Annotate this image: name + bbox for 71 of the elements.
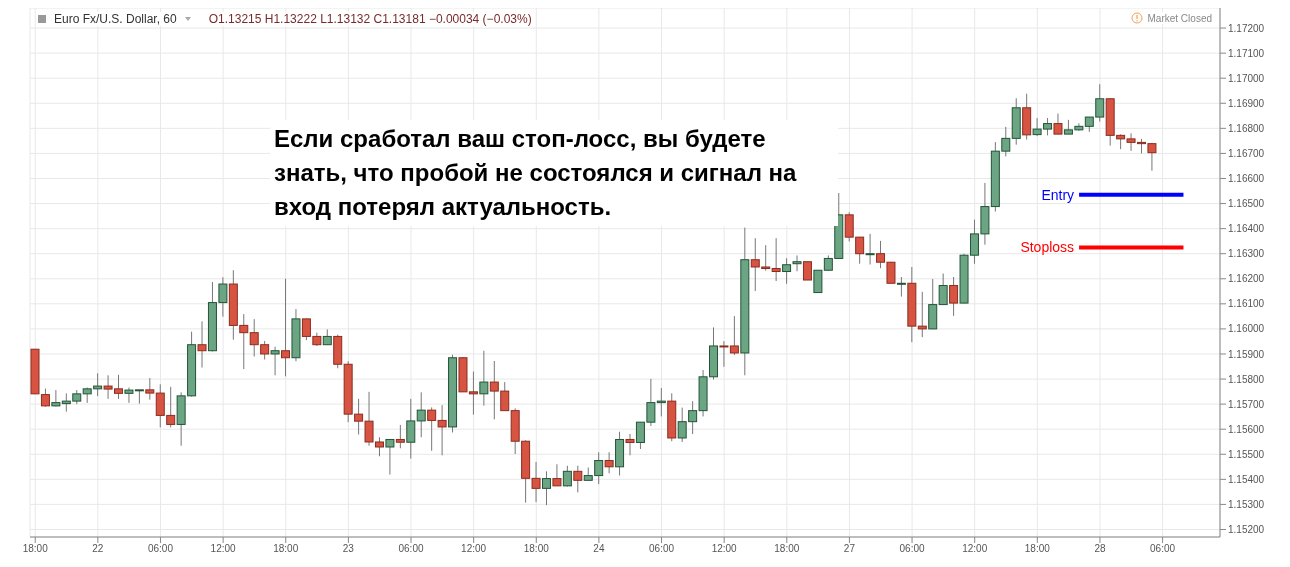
x-tick-label: 06:00 [398, 543, 424, 555]
x-tick-label: 27 [843, 543, 856, 555]
y-tick-label: 1.17200 [1228, 22, 1265, 34]
candlestick [395, 424, 405, 449]
annotation: Если сработал ваш стоп-лосс, вы будете знать, что пробой не состоялся и сигнал на вход потерял актуальность. [270, 120, 838, 226]
candlestick [625, 433, 635, 456]
y-tick-label: 1.16200 [1228, 273, 1265, 285]
candlestick [541, 470, 551, 506]
y-tick-label: 1.16700 [1228, 147, 1265, 159]
y-tick-label: 1.15900 [1228, 348, 1265, 360]
y-tick-label: 1.16800 [1228, 122, 1265, 134]
y-tick-label: 1.15800 [1228, 373, 1265, 385]
candlestick [802, 260, 812, 281]
y-tick-label: 1.16100 [1228, 298, 1265, 310]
ref-line-label: Entry [1041, 186, 1075, 203]
candlestick [479, 350, 489, 407]
y-tick-label: 1.15500 [1228, 448, 1265, 460]
x-tick-label: 12:00 [210, 543, 237, 555]
candlestick [552, 463, 562, 487]
y-tick-label: 1.16900 [1228, 97, 1265, 109]
x-tick-label: 06:00 [147, 543, 174, 555]
y-tick-label: 1.15400 [1228, 473, 1265, 485]
candlestick [917, 291, 927, 338]
candlestick [406, 398, 416, 460]
ref-line-label: Stoploss [1020, 239, 1075, 256]
x-tick-label: 24 [593, 543, 605, 555]
x-tick-label: 06:00 [899, 543, 926, 555]
x-tick-label: 12:00 [962, 543, 988, 555]
candlestick [896, 276, 906, 298]
x-tick-label: 18:00 [1024, 543, 1051, 555]
x-tick-label: 12:00 [711, 543, 738, 555]
y-tick-label: 1.15700 [1228, 398, 1265, 410]
chart-subtitle: O1.13215 H1.13222 L1.13132 C1.13181 −0.00034 (−0.03%) [208, 12, 532, 26]
candlestick [40, 388, 50, 408]
y-tick-label: 1.17100 [1228, 47, 1265, 59]
candlestick [949, 276, 959, 317]
annotation: Market Closed [1147, 12, 1212, 24]
y-tick-label: 1.16300 [1228, 248, 1265, 260]
x-tick-label: 06:00 [649, 543, 675, 555]
x-tick-label: 18:00 [22, 543, 49, 555]
y-tick-label: 1.16400 [1228, 223, 1265, 235]
y-tick-label: 1.15300 [1228, 498, 1265, 510]
x-tick-label: 18:00 [774, 543, 800, 555]
y-tick-label: 1.16000 [1228, 323, 1265, 335]
x-tick-label: 22 [92, 543, 104, 555]
candlestick [416, 391, 426, 438]
y-tick-label: 1.16600 [1228, 173, 1265, 185]
candlestick [270, 346, 280, 376]
candlestick [782, 257, 792, 285]
candlestick [281, 278, 291, 377]
y-tick-label: 1.15200 [1228, 524, 1265, 536]
chart-title: Euro Fx/U.S. Dollar, 60 [54, 12, 177, 26]
y-tick-label: 1.17000 [1228, 72, 1265, 84]
candlestick [573, 465, 583, 493]
x-tick-label: 18:00 [273, 543, 299, 555]
candlestick [385, 438, 395, 476]
x-tick-label: 06:00 [1150, 543, 1176, 555]
candlestick [792, 254, 802, 272]
x-tick-label: 12:00 [461, 543, 487, 555]
candlestick [865, 233, 875, 265]
candlestick [938, 273, 948, 306]
candlestick [1053, 113, 1063, 135]
candlestick [145, 377, 155, 401]
x-tick-label: 18:00 [523, 543, 550, 555]
y-tick-label: 1.16500 [1228, 198, 1265, 210]
candlestick [197, 320, 207, 369]
y-tick-label: 1.15600 [1228, 423, 1265, 435]
candlestick [562, 465, 572, 488]
x-tick-label: 23 [342, 543, 355, 555]
candlestick [604, 451, 614, 474]
x-tick-label: 28 [1094, 543, 1106, 555]
